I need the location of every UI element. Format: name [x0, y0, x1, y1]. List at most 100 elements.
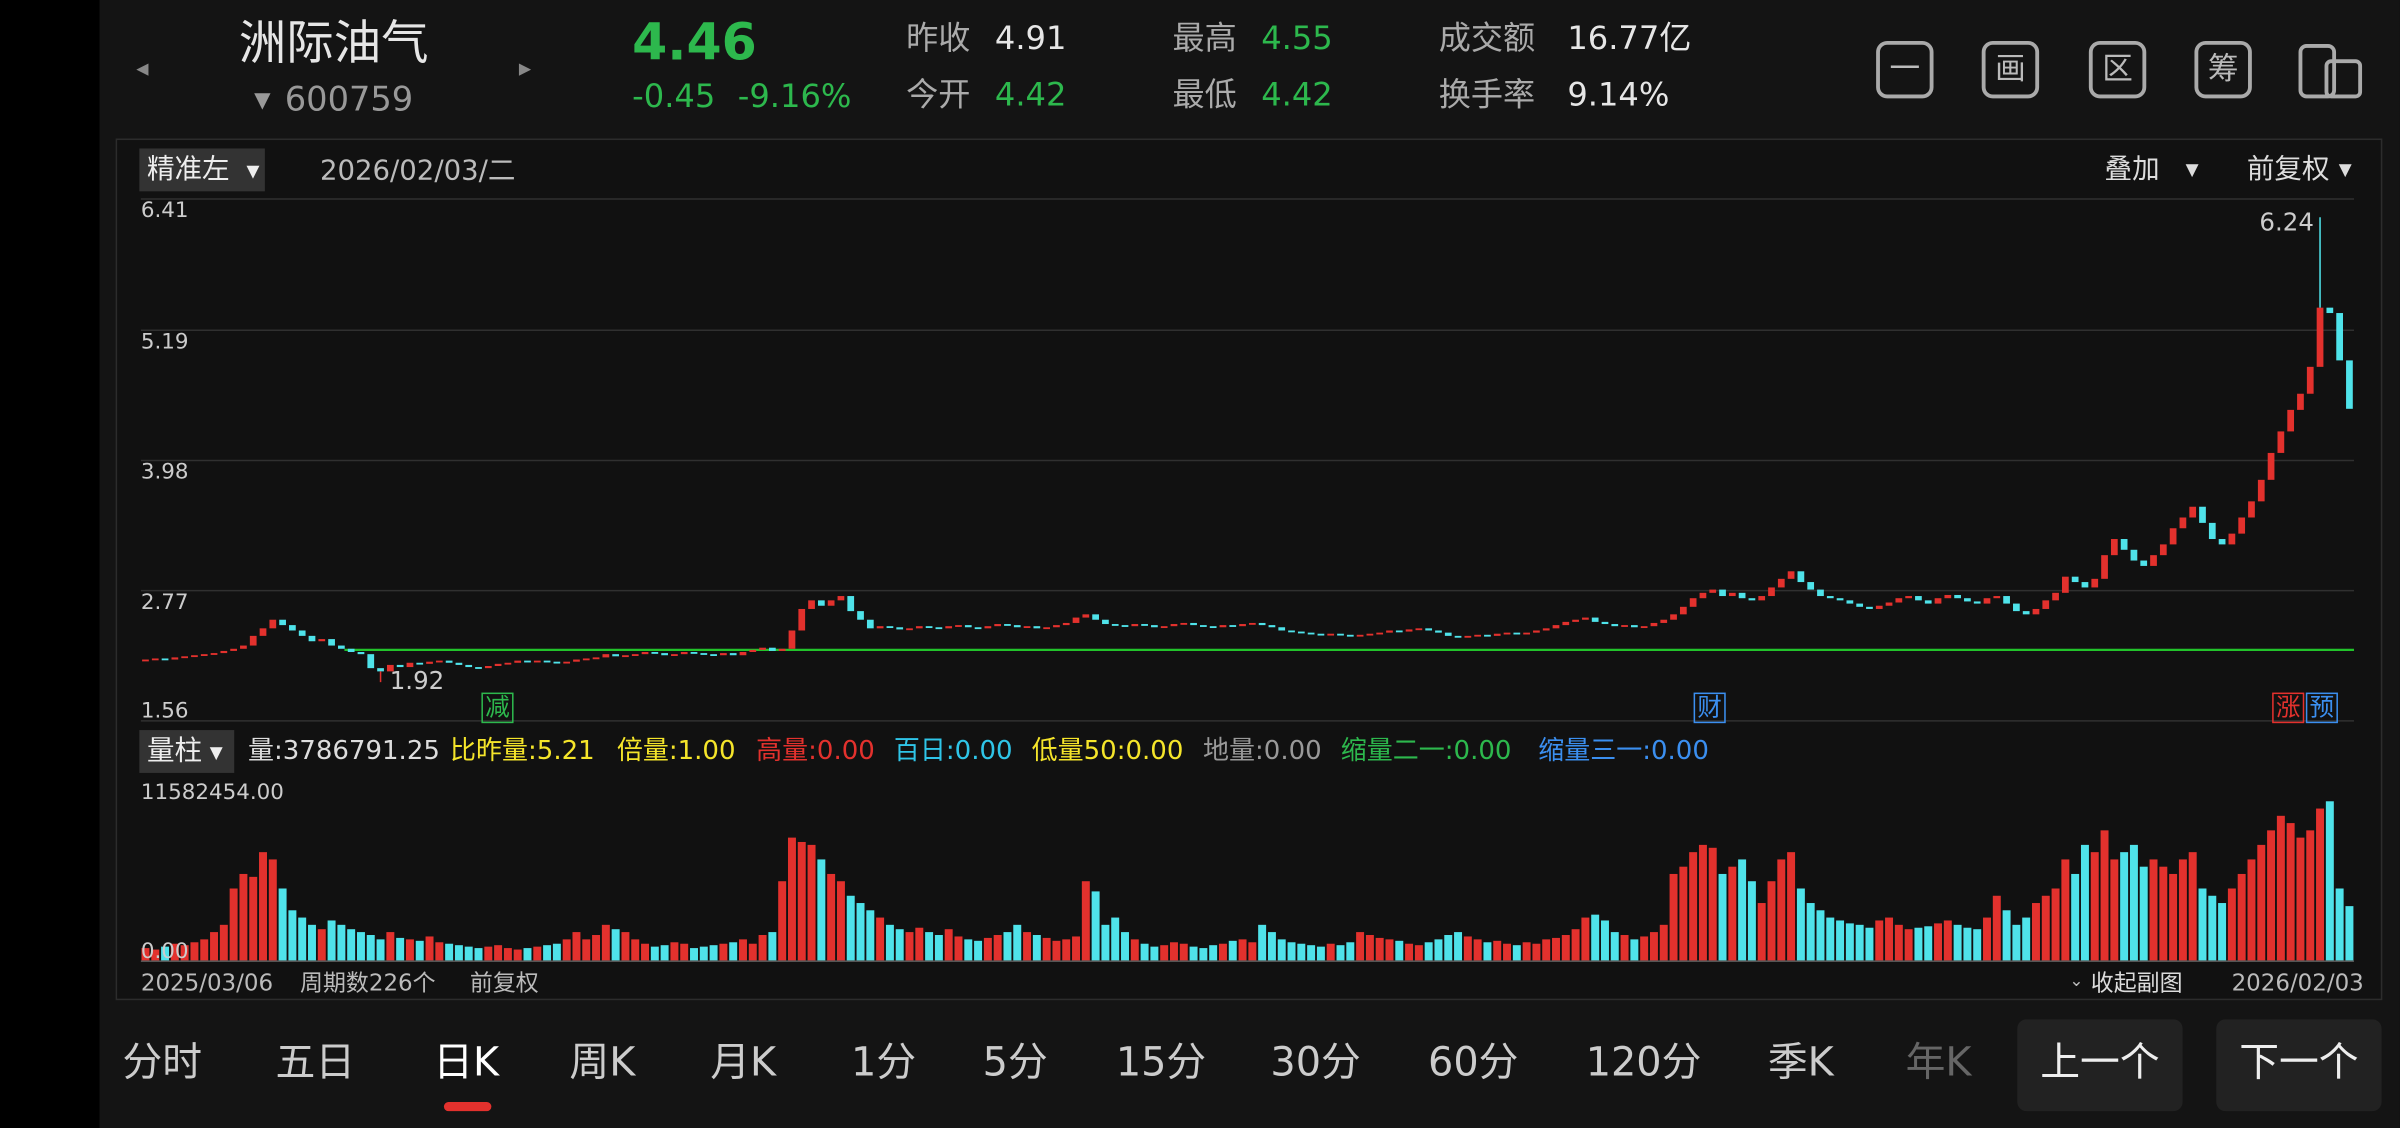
volume-bar — [2198, 888, 2207, 962]
period-tab[interactable]: 分时 — [123, 1040, 203, 1086]
candle — [582, 658, 590, 661]
candle — [661, 653, 668, 656]
volume-bar — [866, 910, 875, 962]
volume-bar — [739, 939, 747, 962]
volume-bar — [151, 949, 160, 962]
next-stock-arrow[interactable]: ▸ — [519, 53, 532, 82]
candle — [328, 639, 335, 646]
candle — [1562, 621, 1570, 626]
period-tab[interactable]: 五日 — [276, 1040, 356, 1086]
volume-bar — [582, 939, 591, 962]
volume-bar — [1267, 932, 1276, 962]
volume-bar — [974, 940, 983, 962]
period-tab[interactable]: 5分 — [983, 1040, 1048, 1086]
candle — [749, 649, 757, 653]
candle — [1807, 582, 1815, 590]
candle — [357, 652, 365, 655]
volume-bar — [1405, 943, 1414, 962]
period-tab[interactable]: 120分 — [1586, 1040, 1702, 1086]
volume-bar — [1395, 940, 1404, 962]
candle — [2101, 555, 2108, 579]
volume-bar — [1081, 881, 1090, 962]
period-tab[interactable]: 日K — [433, 1040, 500, 1086]
indicator-item: 缩量三一:0.00 — [1538, 736, 1709, 766]
period-tab[interactable]: 1分 — [851, 1040, 916, 1086]
volume-bar — [925, 932, 934, 962]
candle — [1102, 619, 1109, 625]
volume-bar — [2061, 859, 2070, 962]
volume-bar — [1669, 873, 1678, 962]
candle — [279, 619, 286, 626]
stat-value: 4.55 — [1261, 19, 1333, 57]
candle — [2199, 506, 2206, 523]
period-tab[interactable]: 周K — [569, 1040, 636, 1086]
period-tab[interactable]: 月K — [710, 1040, 777, 1086]
candle — [1053, 625, 1060, 628]
volume-bar — [1326, 943, 1335, 962]
tool-button[interactable] — [1876, 40, 1934, 99]
candle — [1444, 632, 1452, 636]
candle — [1278, 627, 1286, 631]
volume-bar — [2306, 830, 2315, 962]
candle — [1582, 617, 1589, 620]
event-marker — [481, 692, 514, 724]
volume-bar — [523, 948, 532, 962]
volume-bar — [366, 935, 375, 962]
indicator-item: 比昨量:5.21 — [450, 736, 595, 766]
volume-bar — [1277, 939, 1286, 962]
volume-bar — [934, 935, 943, 962]
adjust-button[interactable]: 前复权 — [2247, 153, 2330, 185]
volume-bar — [2247, 859, 2256, 962]
price-chart: 6.41 5.19 3.98 2.77 1.56 6.24 1.92 减 财 涨预 — [140, 198, 2355, 724]
tool-button[interactable] — [2194, 40, 2252, 99]
volume-bar — [494, 945, 503, 962]
candle — [1964, 598, 1971, 602]
candle — [1395, 630, 1403, 633]
y-tick-label: 6.41 — [141, 198, 189, 223]
indicator-label: 量柱 — [147, 734, 202, 766]
candle — [1572, 619, 1579, 622]
candle — [2081, 582, 2089, 588]
candle — [1405, 629, 1413, 632]
volume-bar — [268, 859, 277, 962]
candle — [1905, 596, 1913, 599]
volume-bar — [1052, 940, 1061, 962]
indicator-selector[interactable] — [139, 730, 235, 773]
candle — [2003, 596, 2010, 604]
volume-bar — [1571, 929, 1580, 962]
period-tab[interactable]: 季K — [1768, 1040, 1835, 1086]
tool-button[interactable] — [2088, 40, 2147, 99]
candle — [2110, 539, 2118, 556]
prev-stock-arrow[interactable]: ◂ — [136, 53, 149, 82]
period-tab[interactable]: 年K — [1906, 1040, 1973, 1086]
prev-button[interactable] — [2017, 1019, 2183, 1112]
candle — [817, 600, 825, 606]
candle — [1023, 626, 1031, 629]
tool-button[interactable] — [1981, 40, 2040, 99]
candle — [1092, 614, 1099, 620]
volume-bar — [219, 924, 228, 962]
overlay-button[interactable]: 叠加 — [2105, 153, 2160, 185]
volume-bar — [533, 946, 542, 962]
candle — [259, 628, 267, 636]
volume-bar — [1189, 946, 1198, 962]
tool-label: 一 — [1890, 52, 1921, 87]
mode-selector[interactable] — [139, 148, 265, 192]
period-tab[interactable]: 60分 — [1428, 1040, 1518, 1086]
price-change: -0.45 — [632, 77, 715, 115]
device-icon[interactable] — [2298, 44, 2337, 99]
volume-bar — [1885, 917, 1894, 962]
volume-bar — [1826, 917, 1835, 962]
period-tab[interactable]: 15分 — [1116, 1040, 1206, 1086]
candle — [1346, 634, 1354, 637]
collapse-button[interactable]: 收起副图 — [2091, 971, 2183, 997]
candle — [798, 608, 806, 631]
volume-bar — [748, 943, 757, 962]
next-button[interactable] — [2216, 1019, 2382, 1112]
candle — [1719, 589, 1726, 597]
volume-bar — [1003, 932, 1012, 962]
volume-bar — [2041, 895, 2050, 962]
period-tab[interactable]: 30分 — [1270, 1040, 1360, 1086]
volume-bar — [1894, 924, 1903, 962]
indicator-item: 缩量二一:0.00 — [1341, 736, 1512, 766]
